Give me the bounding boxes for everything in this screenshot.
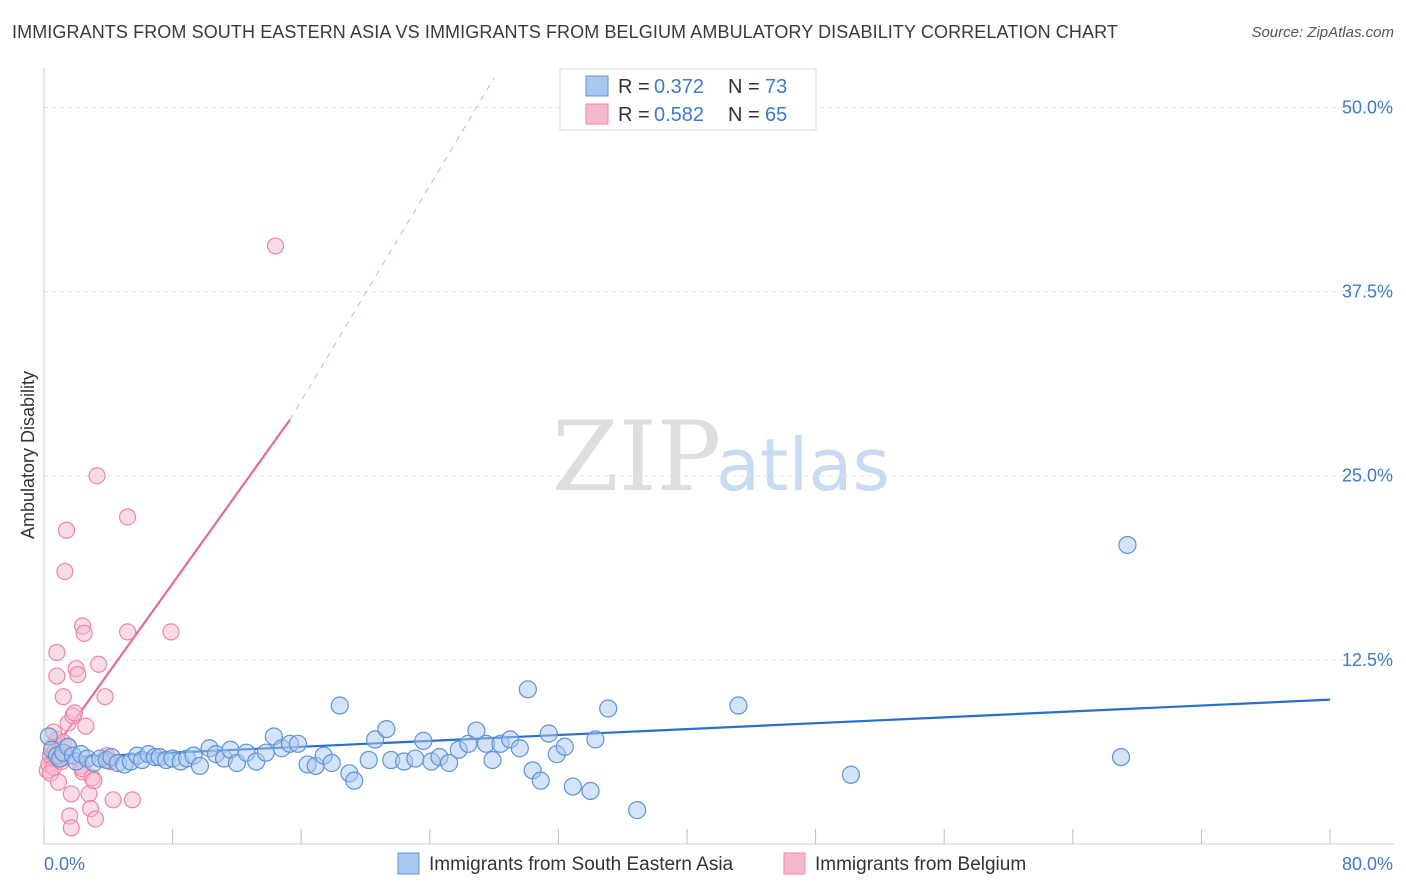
sea-point-35 — [256, 743, 275, 762]
sea-point-46 — [345, 771, 364, 790]
sea-point-67 — [531, 771, 550, 790]
belgium-point-41 — [88, 467, 106, 485]
bottom-legend-swatch-belgium — [783, 852, 806, 875]
bottom-legend-swatch-sea — [397, 852, 420, 875]
y-tick-label-3: 50.0% — [1342, 97, 1393, 117]
sea-point-48 — [366, 730, 385, 749]
sea-point-47 — [359, 750, 378, 770]
belgium-point-21 — [57, 521, 76, 539]
sea-point-53 — [414, 731, 433, 750]
legend-belgium-n-label: N = — [728, 104, 760, 126]
belgium-point-47 — [104, 791, 122, 809]
belgium-point-16 — [49, 773, 68, 791]
belgium-point-25 — [62, 819, 80, 837]
y-axis-label: Ambulatory Disability — [18, 371, 38, 539]
sea-point-59 — [467, 721, 486, 740]
sea-point-72 — [581, 781, 600, 801]
y-tick-label-2: 37.5% — [1342, 282, 1393, 302]
sea-point-75 — [628, 801, 647, 820]
belgium-point-27 — [65, 704, 84, 722]
top-legend: R = 0.372 N = 73 R = 0.582 N = 65 — [559, 68, 817, 131]
legend-belgium-r-label: R = — [618, 104, 650, 126]
belgium-point-17 — [48, 667, 66, 685]
legend-sea-n-value: 73 — [765, 76, 787, 98]
sea-point-39 — [288, 734, 308, 753]
x-tick-label-0: 0.0% — [44, 854, 85, 874]
watermark: ZIP atlas — [552, 401, 890, 513]
belgium-point-35 — [77, 717, 95, 735]
sea-points — [39, 535, 1137, 820]
belgium-point-39 — [85, 772, 103, 790]
legend-sea-r-value: 0.372 — [654, 76, 704, 98]
belgium-trend-extension — [289, 77, 495, 421]
belgium-point-18 — [48, 643, 66, 662]
sea-point-74 — [599, 699, 618, 718]
belgium-point-42 — [90, 655, 108, 673]
y-tick-label-1: 25.0% — [1342, 466, 1393, 486]
belgium-point-20 — [56, 562, 74, 581]
belgium-point-50 — [123, 791, 142, 809]
chart-title: IMMIGRANTS FROM SOUTH EASTERN ASIA VS IM… — [12, 22, 1118, 42]
belgium-point-24 — [62, 785, 80, 803]
belgium-point-34 — [75, 624, 93, 642]
x-tick-label-1: 80.0% — [1342, 854, 1393, 874]
belgium-point-19 — [54, 688, 72, 706]
sea-point-79 — [1118, 535, 1137, 555]
legend-swatch-belgium — [585, 103, 609, 125]
sea-point-78 — [1111, 747, 1131, 767]
watermark-zip: ZIP — [552, 401, 721, 513]
belgium-point-48 — [118, 508, 137, 526]
sea-point-49 — [377, 719, 396, 739]
sea-point-44 — [330, 696, 349, 715]
belgium-point-40 — [86, 810, 105, 828]
bottom-legend-label-belgium: Immigrants from Belgium — [815, 854, 1026, 875]
legend-belgium-r-value: 0.582 — [654, 104, 704, 126]
belgium-trend-line — [43, 77, 495, 764]
legend-sea-n-label: N = — [728, 76, 760, 98]
watermark-atlas: atlas — [716, 423, 890, 507]
belgium-point-52 — [266, 237, 285, 255]
y-tick-labels: 12.5% 25.0% 37.5% 50.0% — [1342, 97, 1393, 669]
belgium-points — [38, 237, 285, 837]
y-tick-label-0: 12.5% — [1342, 650, 1393, 670]
belgium-point-51 — [162, 623, 180, 641]
sea-point-68 — [539, 724, 558, 743]
sea-point-73 — [586, 730, 605, 749]
sea-point-71 — [563, 777, 582, 796]
sea-point-43 — [322, 753, 341, 773]
source-credit: Source: ZipAtlas.com — [1251, 24, 1394, 41]
x-tick-labels: 0.0% 80.0% — [44, 854, 1393, 874]
bottom-legend-label-sea: Immigrants from South Eastern Asia — [429, 854, 734, 875]
belgium-point-49 — [118, 623, 137, 641]
sea-point-56 — [439, 753, 459, 773]
sea-point-77 — [841, 765, 861, 784]
sea-point-61 — [483, 750, 502, 770]
legend-sea-r-label: R = — [618, 76, 650, 98]
sea-point-52 — [406, 749, 425, 768]
belgium-trend-solid — [43, 419, 291, 764]
belgium-point-43 — [96, 688, 114, 706]
sea-point-64 — [510, 739, 529, 758]
bottom-legend: Immigrants from South Eastern Asia Immig… — [397, 852, 1026, 875]
legend-swatch-sea — [585, 75, 609, 97]
sea-point-65 — [518, 680, 537, 699]
legend-belgium-n-value: 65 — [765, 104, 787, 126]
sea-point-27 — [190, 756, 210, 776]
belgium-point-29 — [69, 665, 87, 684]
sea-point-70 — [555, 737, 574, 756]
axes — [43, 68, 1394, 845]
grid-lines — [44, 106, 1394, 661]
sea-point-76 — [729, 696, 748, 715]
sea-point-58 — [459, 734, 478, 753]
